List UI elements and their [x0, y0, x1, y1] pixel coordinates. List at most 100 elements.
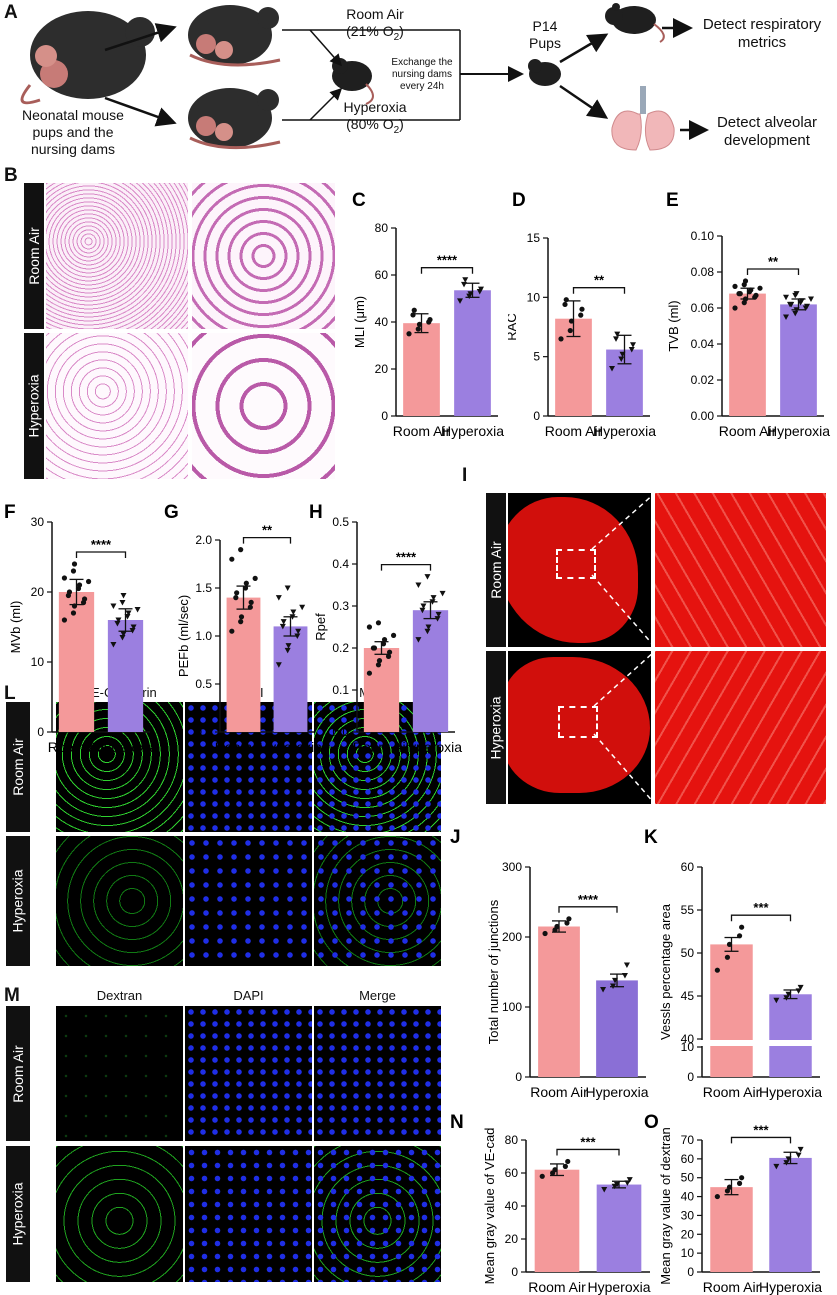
y-tick-label: 0.3 — [332, 599, 349, 613]
data-point — [410, 312, 416, 318]
row-label-b-room-air: Room Air — [24, 183, 44, 329]
panel-letter-d: D — [512, 190, 526, 211]
data-point — [411, 307, 417, 313]
data-point — [773, 997, 780, 1004]
data-point — [390, 632, 397, 638]
data-point — [626, 1177, 633, 1183]
bar-1 — [596, 1184, 642, 1272]
data-point — [61, 575, 68, 581]
y-tick-label: 0 — [37, 725, 44, 739]
significance-bracket — [558, 906, 618, 913]
data-point — [714, 967, 720, 973]
y-tick-label: 80 — [505, 1133, 519, 1147]
data-point — [783, 294, 790, 301]
y-tick-label: 0 — [533, 409, 540, 423]
significance-bracket — [730, 914, 792, 922]
data-point — [415, 582, 422, 588]
data-point — [386, 649, 393, 655]
data-point — [289, 614, 296, 620]
data-point — [434, 616, 441, 622]
he-room-air-high — [192, 183, 335, 329]
data-point — [736, 933, 743, 939]
x-tick-label: Room Air — [530, 1084, 588, 1100]
data-point — [294, 633, 301, 639]
he-room-air-low — [46, 183, 188, 329]
data-point — [773, 1163, 780, 1170]
data-point — [381, 637, 388, 643]
y-tick-label: 100 — [502, 1000, 522, 1014]
y-tick-label: 1.5 — [195, 581, 212, 595]
data-point — [613, 336, 620, 342]
y-tick-label: 20 — [31, 585, 45, 599]
significance-bracket — [746, 268, 800, 275]
y-tick-label: 30 — [681, 1208, 695, 1222]
data-point — [609, 366, 616, 372]
data-point — [371, 645, 378, 651]
data-point — [284, 585, 291, 591]
data-point — [238, 547, 244, 553]
significance-label: *** — [753, 900, 769, 915]
significance-label: **** — [578, 892, 599, 907]
panel-letter-g: G — [164, 502, 179, 523]
panel-letter-k: K — [644, 827, 658, 848]
x-tick-label: Room Air — [528, 1279, 586, 1295]
y-tick-label: 40 — [681, 1190, 695, 1204]
bar-1 — [107, 620, 144, 732]
y-tick-label: 20 — [375, 362, 389, 376]
significance-label: *** — [580, 1134, 596, 1149]
col-head-m-merge: Merge — [359, 988, 396, 1003]
data-point — [130, 624, 137, 630]
data-point — [563, 297, 569, 303]
data-point — [736, 1180, 743, 1186]
significance-label: *** — [753, 1122, 769, 1137]
lung-icon — [611, 86, 675, 151]
y-tick-label: 2.0 — [195, 533, 212, 547]
data-point — [579, 306, 585, 312]
x-tick-label: Room Air — [393, 423, 451, 439]
panel-letter-f: F — [4, 502, 16, 523]
chart-k: K 40 45 50 55 60 0 10 Vessls percentage area Room… — [644, 827, 822, 1100]
bar-0 — [710, 1187, 753, 1272]
y-tick-label: 0.00 — [691, 409, 715, 423]
data-point — [566, 916, 572, 922]
data-point — [229, 628, 235, 634]
significance-label: ** — [262, 523, 273, 538]
data-point — [125, 610, 132, 616]
data-point — [467, 291, 474, 297]
data-point — [742, 278, 749, 284]
room-air-dam-icon — [188, 5, 281, 67]
data-point — [439, 590, 446, 597]
data-point — [119, 635, 126, 641]
y-tick-label: 20 — [681, 1227, 695, 1241]
y-tick-label: 0 — [515, 1070, 522, 1084]
experiment-scheme — [20, 3, 709, 151]
data-point — [462, 277, 469, 283]
chart-j: J 0 100 200 300 Total number of junctions Room… — [450, 827, 649, 1100]
significance-bracket — [75, 551, 127, 558]
panel-letter-b: B — [4, 165, 18, 186]
data-point — [275, 595, 282, 601]
y-tick-label: 60 — [375, 268, 389, 282]
y-tick-label: 10 — [31, 655, 45, 669]
significance-label: ** — [594, 273, 605, 288]
data-point — [424, 574, 431, 580]
x-tick-label: Room Air — [215, 739, 273, 755]
data-point — [295, 628, 302, 635]
data-point — [234, 590, 240, 596]
data-point — [552, 1167, 558, 1173]
data-point — [375, 620, 382, 626]
significance-bracket — [380, 563, 432, 571]
data-point — [242, 585, 249, 591]
bar-0 — [534, 1169, 580, 1272]
x-tick-label: Room Air — [48, 739, 106, 755]
data-point — [783, 314, 790, 320]
data-point — [366, 624, 373, 630]
significance-label: **** — [396, 550, 417, 565]
data-point — [601, 1187, 608, 1193]
data-point — [797, 984, 804, 991]
row-label-i-hyperoxia: Hyperoxia — [486, 651, 506, 804]
hyperoxia-dam-icon — [188, 88, 281, 150]
